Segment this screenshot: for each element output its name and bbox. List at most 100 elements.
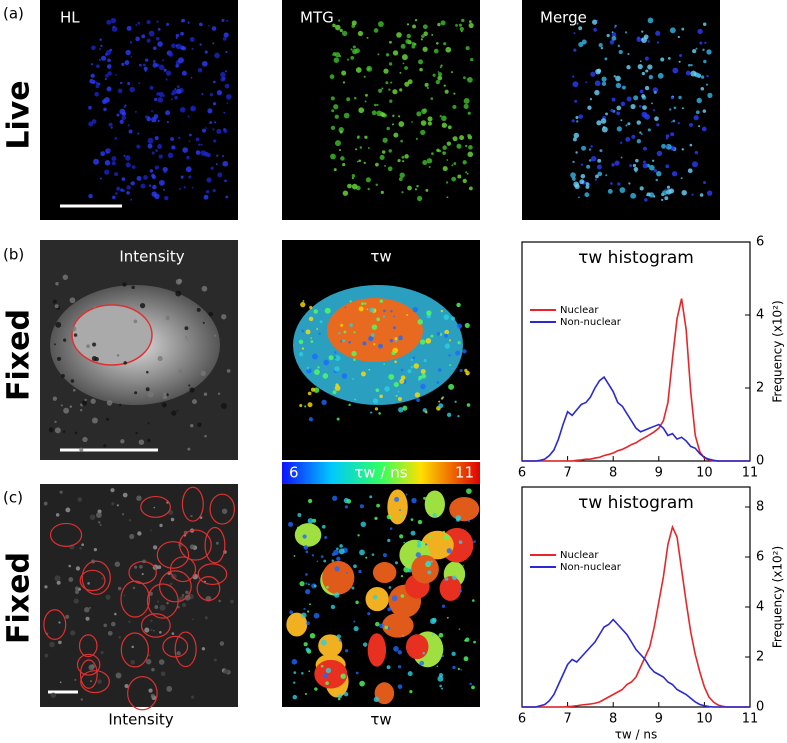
texture bbox=[343, 497, 349, 504]
texture bbox=[591, 156, 597, 162]
texture bbox=[414, 18, 418, 22]
texture bbox=[379, 154, 385, 160]
y-tick-label: 8 bbox=[756, 500, 764, 515]
texture bbox=[162, 166, 168, 173]
texture bbox=[175, 36, 178, 39]
texture bbox=[692, 48, 697, 54]
texture bbox=[455, 515, 462, 521]
texture bbox=[707, 92, 713, 98]
texture bbox=[171, 43, 176, 49]
texture bbox=[333, 592, 340, 598]
texture bbox=[309, 603, 311, 606]
texture bbox=[171, 410, 177, 416]
texture bbox=[220, 71, 226, 78]
texture bbox=[365, 177, 371, 183]
texture bbox=[456, 323, 463, 329]
texture bbox=[150, 628, 153, 631]
texture bbox=[404, 154, 409, 159]
texture bbox=[141, 34, 146, 39]
nucleus-outline bbox=[49, 522, 83, 548]
texture bbox=[93, 547, 98, 552]
texture bbox=[585, 184, 590, 189]
texture bbox=[207, 108, 213, 114]
texture bbox=[596, 68, 602, 74]
texture bbox=[166, 601, 169, 605]
texture bbox=[343, 112, 350, 119]
texture bbox=[661, 198, 664, 202]
texture bbox=[573, 132, 580, 139]
texture bbox=[578, 114, 583, 119]
nucleus-outline bbox=[140, 613, 171, 638]
texture bbox=[446, 548, 452, 554]
texture bbox=[704, 41, 707, 44]
texture bbox=[336, 547, 339, 551]
texture bbox=[90, 73, 95, 78]
texture bbox=[223, 111, 226, 114]
texture bbox=[410, 365, 414, 369]
texture bbox=[89, 514, 96, 520]
texture bbox=[420, 120, 427, 126]
texture bbox=[616, 126, 622, 132]
colorbar-label: τw / ns bbox=[354, 464, 407, 482]
texture bbox=[647, 40, 651, 43]
texture bbox=[454, 400, 457, 403]
texture bbox=[298, 352, 304, 357]
nucleus bbox=[439, 576, 462, 601]
texture bbox=[145, 387, 150, 392]
nucleus bbox=[367, 633, 387, 667]
texture bbox=[587, 105, 592, 110]
texture bbox=[706, 190, 713, 196]
texture bbox=[313, 612, 320, 619]
texture bbox=[224, 83, 230, 89]
texture bbox=[400, 368, 404, 372]
texture bbox=[398, 407, 404, 413]
texture bbox=[402, 405, 408, 411]
texture bbox=[635, 158, 639, 163]
x-tick-label: 9 bbox=[655, 466, 663, 481]
texture bbox=[414, 188, 418, 191]
texture bbox=[60, 404, 63, 407]
texture bbox=[700, 75, 705, 79]
texture bbox=[316, 560, 319, 563]
texture bbox=[204, 50, 208, 54]
texture bbox=[610, 108, 614, 113]
texture bbox=[443, 84, 446, 87]
texture bbox=[97, 521, 101, 524]
texture bbox=[155, 149, 159, 152]
texture bbox=[123, 361, 127, 365]
texture bbox=[437, 71, 440, 73]
texture bbox=[185, 166, 192, 173]
texture bbox=[226, 102, 229, 104]
texture bbox=[573, 32, 576, 35]
texture bbox=[619, 141, 623, 144]
texture bbox=[436, 381, 440, 384]
texture bbox=[439, 684, 442, 688]
texture bbox=[200, 143, 203, 146]
texture bbox=[323, 559, 327, 563]
texture bbox=[117, 586, 122, 591]
texture bbox=[332, 23, 336, 28]
texture bbox=[225, 195, 229, 199]
texture bbox=[204, 616, 208, 620]
texture bbox=[351, 20, 357, 26]
texture bbox=[645, 69, 649, 73]
texture bbox=[346, 571, 348, 574]
texture bbox=[356, 160, 359, 163]
texture bbox=[398, 335, 403, 341]
texture bbox=[353, 626, 359, 632]
texture bbox=[90, 398, 96, 404]
texture bbox=[703, 181, 707, 184]
texture bbox=[330, 153, 336, 160]
texture bbox=[620, 101, 626, 107]
texture bbox=[473, 540, 476, 543]
texture bbox=[110, 621, 116, 627]
texture bbox=[154, 193, 160, 200]
texture bbox=[342, 190, 349, 196]
texture bbox=[456, 302, 461, 308]
texture bbox=[114, 561, 121, 567]
texture bbox=[337, 694, 342, 699]
texture bbox=[163, 392, 167, 396]
texture bbox=[597, 158, 602, 163]
texture bbox=[110, 488, 115, 493]
texture bbox=[303, 545, 309, 550]
